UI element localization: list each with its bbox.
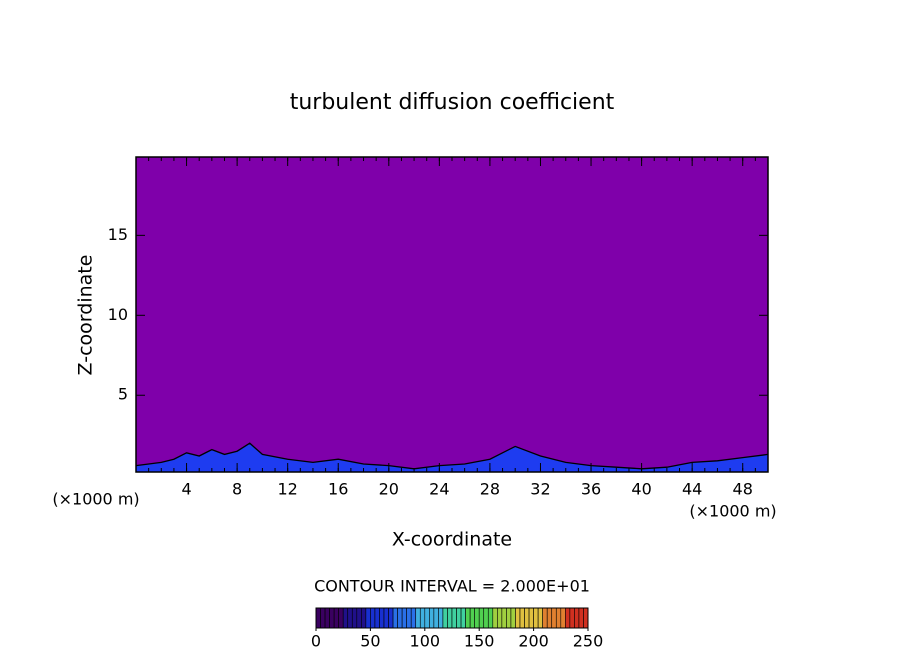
colorbar-swatch bbox=[583, 607, 589, 629]
contour-layer bbox=[136, 443, 768, 472]
colorbar-swatch bbox=[351, 607, 358, 629]
colorbar-swatch bbox=[565, 607, 571, 629]
colorbar-swatch bbox=[338, 607, 344, 629]
colorbar-swatch bbox=[569, 607, 575, 629]
colorbar-swatch bbox=[438, 607, 444, 629]
colorbar-swatch bbox=[469, 607, 475, 629]
colorbar-swatch bbox=[410, 607, 417, 629]
colorbar-swatch bbox=[506, 607, 512, 629]
y-axis-label: Z-coordinate bbox=[75, 255, 97, 376]
x-tick-label: 40 bbox=[631, 480, 651, 499]
colorbar-swatch bbox=[456, 607, 462, 629]
colorbar-swatch bbox=[333, 607, 339, 629]
colorbar-swatch bbox=[528, 607, 534, 629]
colorbar-swatch bbox=[537, 607, 543, 629]
colorbar-tick-label: 0 bbox=[311, 632, 321, 651]
colorbar-swatch bbox=[388, 607, 394, 629]
x-tick-label: 20 bbox=[379, 480, 399, 499]
colorbar-swatch bbox=[474, 607, 480, 629]
x-unit-left: (×1000 m) bbox=[52, 490, 139, 509]
colorbar-swatch bbox=[483, 607, 489, 629]
colorbar-swatch bbox=[560, 607, 566, 629]
colorbar-swatch bbox=[383, 607, 389, 629]
colorbar-swatch bbox=[519, 607, 525, 629]
colorbar-tick-label: 150 bbox=[464, 632, 495, 651]
colorbar-swatch bbox=[374, 607, 380, 629]
y-tick-label: 10 bbox=[108, 305, 128, 324]
colorbar-swatch bbox=[546, 607, 553, 629]
colorbar-swatch bbox=[524, 607, 530, 629]
colorbar-swatch bbox=[315, 607, 321, 629]
colorbar-swatch bbox=[365, 607, 371, 629]
colorbar-swatch bbox=[320, 607, 326, 629]
colorbar-swatch bbox=[510, 607, 516, 629]
x-tick-label: 16 bbox=[328, 480, 348, 499]
colorbar-swatch bbox=[415, 607, 421, 629]
colorbar-swatch bbox=[406, 607, 412, 629]
colorbar-swatch bbox=[392, 607, 398, 629]
colorbar-swatch bbox=[533, 607, 539, 629]
colorbar-swatch bbox=[515, 607, 521, 629]
x-tick-label: 4 bbox=[181, 480, 191, 499]
colorbar-swatch bbox=[342, 607, 349, 629]
colorbar-swatch bbox=[501, 607, 507, 629]
colorbar-swatch bbox=[429, 607, 435, 629]
x-tick-label: 8 bbox=[232, 480, 242, 499]
colorbar-swatch bbox=[424, 607, 430, 629]
colorbar-swatch bbox=[347, 607, 353, 629]
colorbar-swatch bbox=[555, 607, 562, 629]
field-background bbox=[136, 157, 768, 472]
x-axis-label: X-coordinate bbox=[392, 529, 512, 551]
colorbar-swatch bbox=[487, 607, 494, 629]
x-tick-label: 28 bbox=[480, 480, 500, 499]
y-tick-label: 5 bbox=[118, 385, 128, 404]
colorbar-swatch bbox=[379, 607, 385, 629]
colorbar-swatch bbox=[460, 607, 466, 629]
colorbar-swatch bbox=[451, 607, 457, 629]
colorbar-swatch bbox=[433, 607, 439, 629]
colorbar-swatch bbox=[478, 607, 485, 629]
x-tick-label: 44 bbox=[682, 480, 702, 499]
colorbar-swatch bbox=[447, 607, 453, 629]
x-tick-label: 36 bbox=[581, 480, 601, 499]
chart-title: turbulent diffusion coefficient bbox=[290, 90, 615, 115]
contour-interval: CONTOUR INTERVAL = 2.000E+01 bbox=[314, 577, 590, 596]
colorbar-swatch bbox=[578, 607, 584, 629]
colorbar-swatch bbox=[356, 607, 362, 629]
contour-line bbox=[135, 442, 769, 470]
colorbar-swatch bbox=[419, 607, 426, 629]
colorbar-frame bbox=[315, 607, 589, 629]
x-tick-label: 32 bbox=[530, 480, 550, 499]
colorbar-tick-label: 250 bbox=[573, 632, 604, 651]
colorbar-swatch bbox=[497, 607, 503, 629]
colorbar-swatch bbox=[574, 607, 580, 629]
colorbar-tick-label: 100 bbox=[410, 632, 441, 651]
x-unit-right: (×1000 m) bbox=[689, 502, 776, 521]
colorbar-swatch bbox=[465, 607, 471, 629]
colorbar-tick-label: 50 bbox=[360, 632, 380, 651]
colorbar-swatch bbox=[492, 607, 498, 629]
colorbar-swatch bbox=[324, 607, 330, 629]
x-tick-label: 24 bbox=[429, 480, 449, 499]
x-tick-label: 12 bbox=[278, 480, 298, 499]
x-tick-label: 48 bbox=[733, 480, 753, 499]
colorbar-swatch bbox=[442, 607, 448, 629]
colorbar-swatch bbox=[361, 607, 367, 629]
colorbar-tick-label: 200 bbox=[518, 632, 549, 651]
colorbar-swatch bbox=[542, 607, 548, 629]
colorbar-swatch bbox=[397, 607, 403, 629]
colorbar-swatch bbox=[551, 607, 557, 629]
y-tick-label: 15 bbox=[108, 225, 128, 244]
colorbar-swatch bbox=[329, 607, 335, 629]
colorbar-swatch bbox=[370, 607, 376, 629]
colorbar-swatch bbox=[401, 607, 407, 629]
